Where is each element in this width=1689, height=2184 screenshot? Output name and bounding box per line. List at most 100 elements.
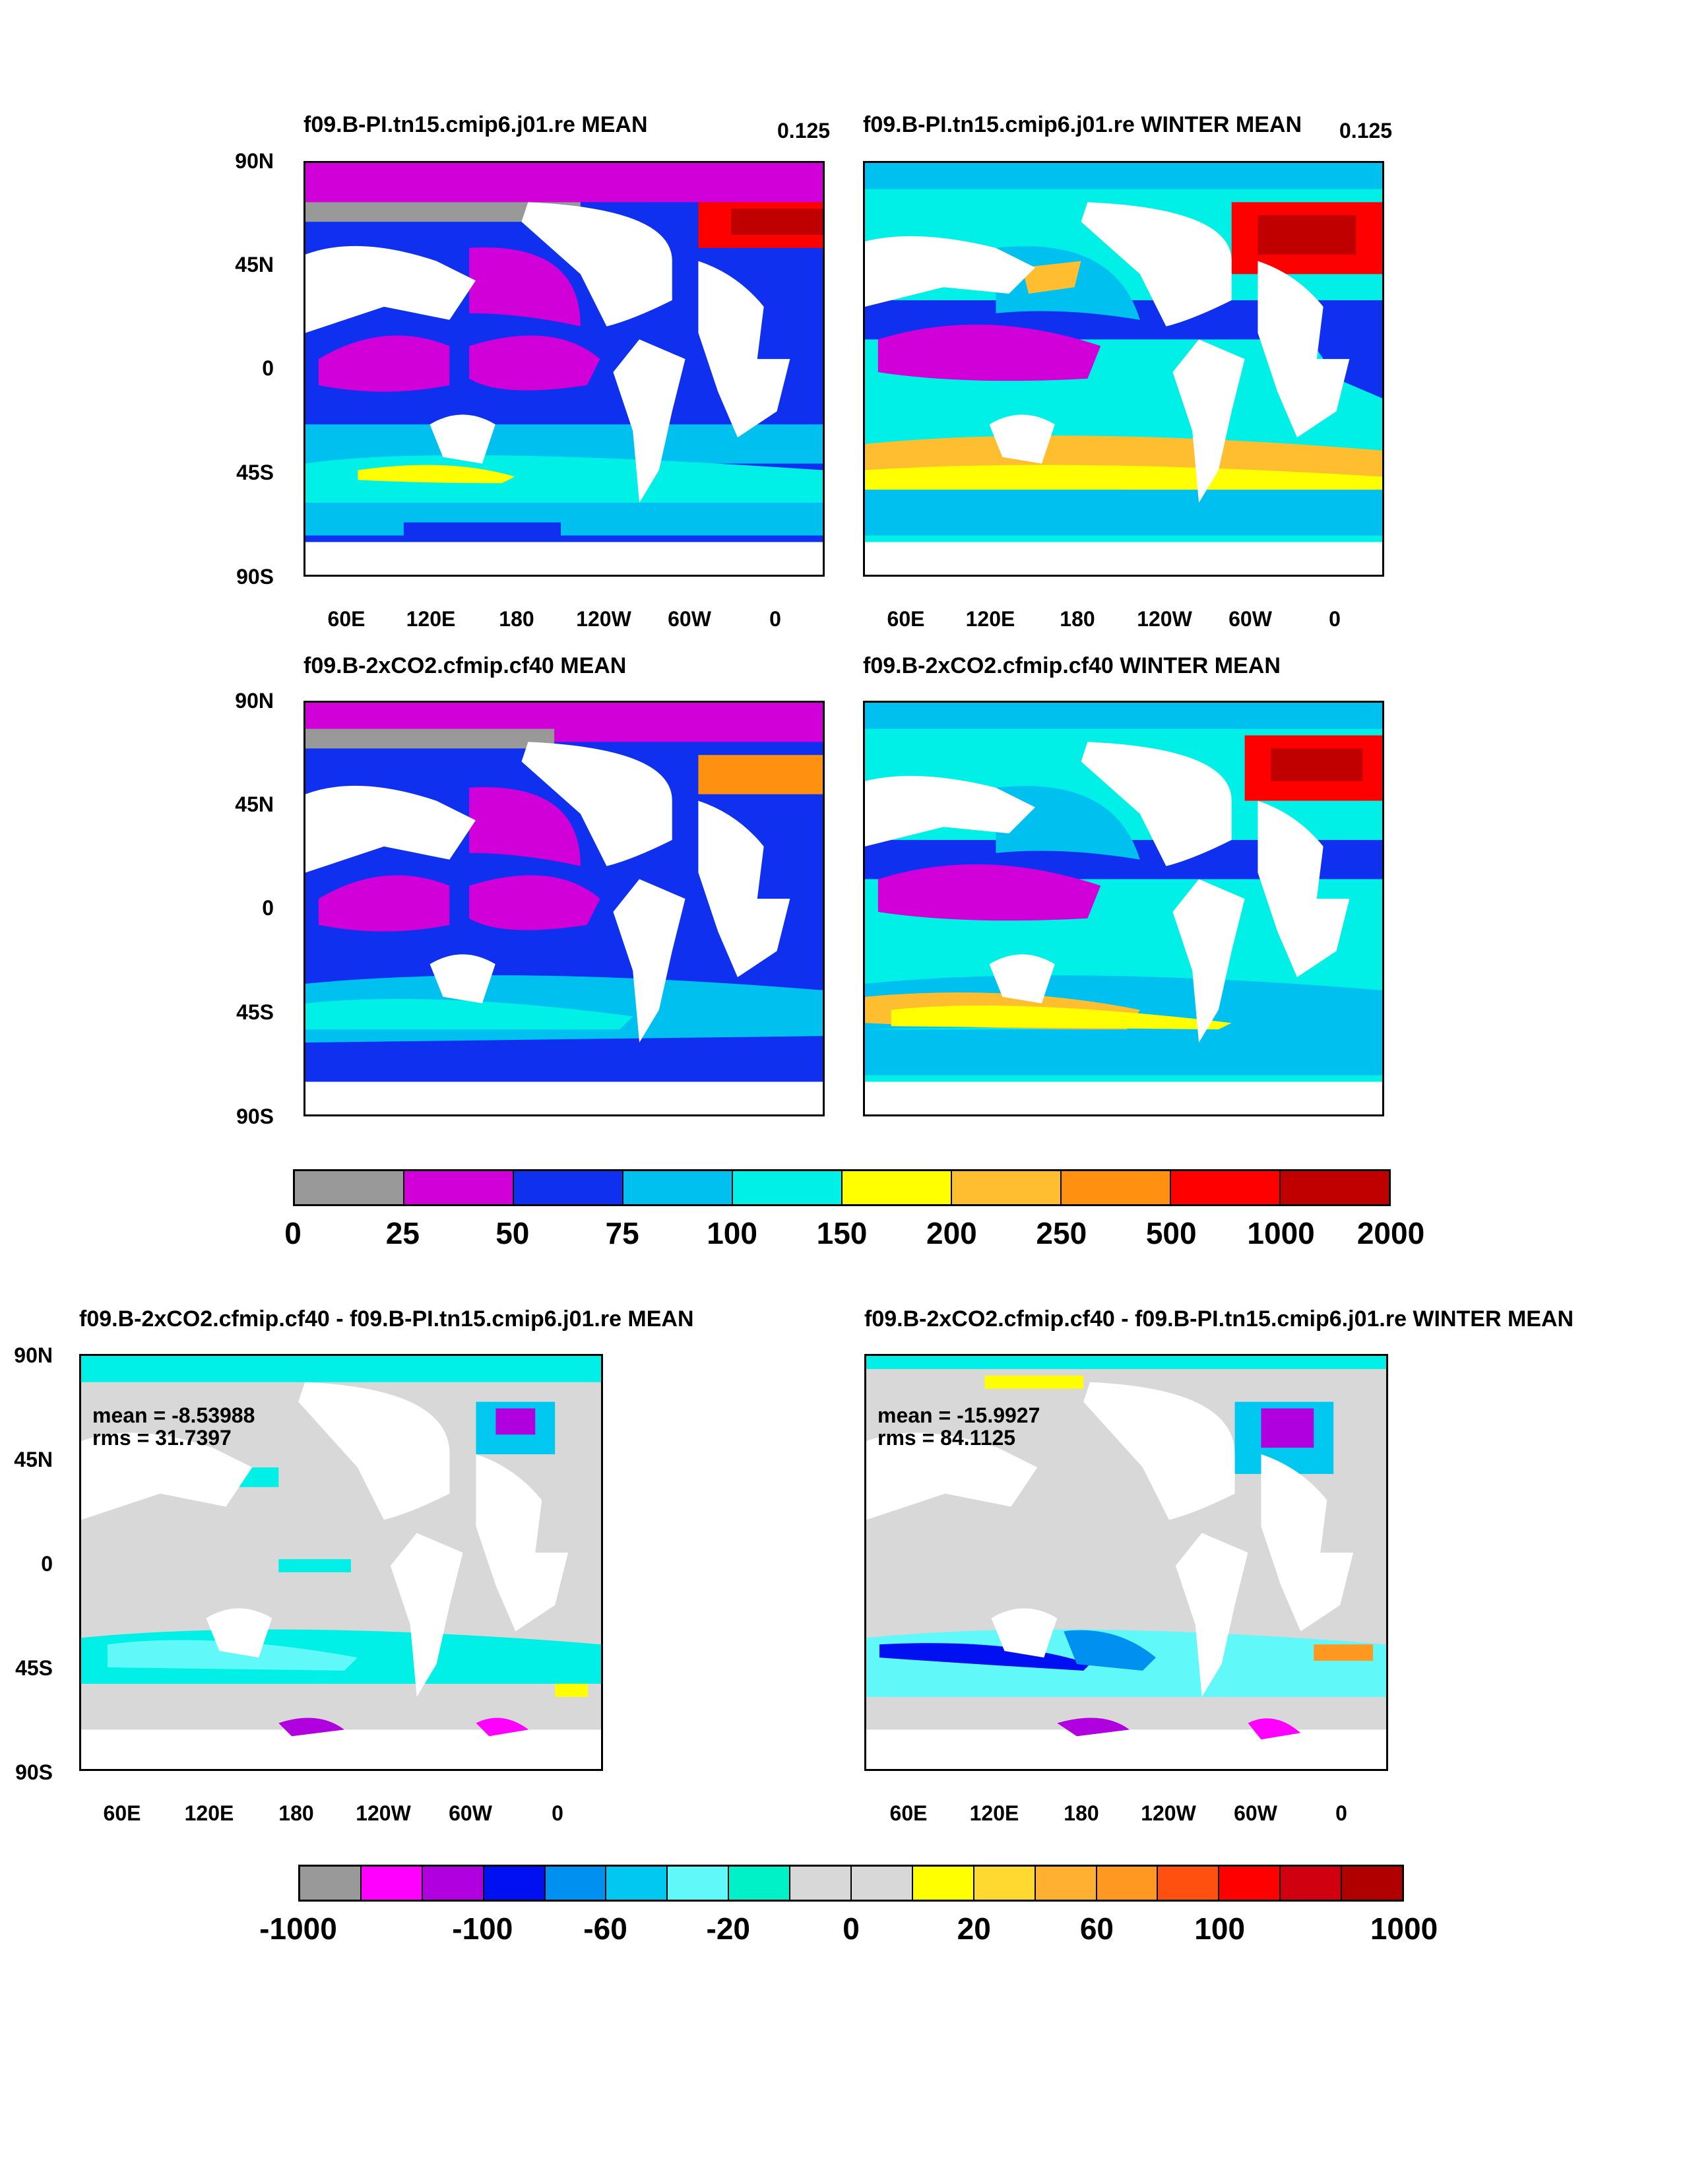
colorbar-swatch [1097,1867,1159,1900]
lat-label: 90N [235,689,274,713]
map-field [81,1356,601,1769]
lat-label: 45S [236,1000,274,1024]
lon-label: 120W [356,1801,411,1825]
colorbar-swatch [1281,1171,1389,1204]
colorbar-swatch [843,1171,952,1204]
colorbar-label: 60 [1079,1911,1114,1946]
panel-title-2xco2-winter: f09.B-2xCO2.cfmip.cf40 WINTER MEAN [863,653,1281,678]
colorbar-label: 250 [1036,1216,1087,1250]
map-field [305,163,823,575]
lon-label: 180 [499,607,534,631]
lon-label: 120W [1137,607,1192,631]
lon-label: 60W [1234,1801,1277,1825]
colorbar-label: 0 [284,1216,302,1250]
colorbar-swatch [852,1867,913,1900]
colorbar-swatch [295,1171,404,1204]
colorbar-label: -1000 [259,1911,337,1946]
colorbar-label: 20 [957,1911,991,1946]
diff-winter-stats: mean = -15.9927 rms = 84.1125 [877,1404,1040,1449]
colorbar-swatch [422,1867,484,1900]
colorbar-swatch [733,1171,843,1204]
colorbar-label: 2000 [1356,1216,1425,1250]
colorbar-label: 1000 [1370,1911,1438,1946]
colorbar-main [293,1169,1391,1206]
lon-label: 120E [965,607,1015,631]
lon-label: 0 [1335,1801,1347,1825]
lon-label: 60E [889,1801,928,1825]
lon-label: 120E [184,1801,234,1825]
colorbar-swatch [729,1867,791,1900]
rms-value: rms = 84.1125 [877,1426,1016,1450]
panel-title-diff-winter: f09.B-2xCO2.cfmip.cf40 - f09.B-PI.tn15.c… [864,1306,1574,1332]
lon-label: 60E [887,607,925,631]
colorbar-swatch [1062,1171,1171,1204]
colorbar-swatch [974,1867,1036,1900]
colorbar-label: 0 [843,1911,860,1946]
colorbar-swatch [1035,1867,1097,1900]
lon-label: 0 [552,1801,563,1825]
colorbar-swatch [606,1867,668,1900]
colorbar-swatch [404,1171,514,1204]
panel-title-pi-mean: f09.B-PI.tn15.cmip6.j01.re MEAN [303,112,648,137]
map-field [305,703,823,1114]
lat-label: 45N [14,1448,53,1471]
colorbar-label: 1000 [1247,1216,1315,1250]
map-pi-mean [303,161,825,577]
mean-value: mean = -15.9927 [877,1403,1040,1427]
panel-title-2xco2-mean: f09.B-2xCO2.cfmip.cf40 MEAN [303,653,627,678]
colorbar-swatch [514,1171,623,1204]
colorbar-swatch [912,1867,974,1900]
lat-label: 45S [15,1656,53,1680]
colorbar-swatch [1281,1867,1343,1900]
lat-label: 0 [41,1552,53,1576]
colorbar-label: 25 [385,1216,420,1250]
colorbar-label: -20 [706,1911,750,1946]
map-field [866,1356,1386,1769]
colorbar-swatch [668,1867,730,1900]
map-diff-mean [79,1354,603,1771]
lat-label: 90N [14,1343,53,1367]
lon-label: 60E [327,607,366,631]
lon-label: 60W [449,1801,492,1825]
map-2xco2-winter [863,701,1384,1116]
colorbar-label: -100 [452,1911,513,1946]
lat-label: 90N [235,149,274,173]
map-pi-winter [863,161,1384,577]
colorbar-swatch [1342,1867,1403,1900]
colorbar-label: 500 [1145,1216,1197,1250]
colorbar-swatch [300,1867,362,1900]
colorbar-swatch [545,1867,607,1900]
map-diff-winter [864,1354,1388,1771]
panel-corner-value: 0.125 [1339,119,1393,143]
mean-value: mean = -8.53988 [92,1403,255,1427]
colorbar-label: 75 [605,1216,639,1250]
map-field [865,163,1382,575]
colorbar-label: 150 [816,1216,868,1250]
lon-label: 60E [103,1801,141,1825]
lon-label: 60W [668,607,711,631]
colorbar-label: 100 [1194,1911,1246,1946]
colorbar-label: 50 [495,1216,530,1250]
colorbar-swatch [361,1867,423,1900]
lat-label: 90S [236,1105,274,1128]
colorbar-label: -60 [583,1911,627,1946]
colorbar-swatch [484,1867,546,1900]
rms-value: rms = 31.7397 [92,1426,232,1450]
colorbar-diff [298,1865,1404,1902]
colorbar-swatch [1219,1867,1281,1900]
colorbar-swatch [790,1867,852,1900]
colorbar-swatch [623,1171,733,1204]
lat-label: 0 [262,896,274,920]
lon-label: 120E [969,1801,1019,1825]
lat-label: 45S [236,461,274,484]
colorbar-swatch [952,1171,1062,1204]
map-field [865,703,1382,1114]
panel-title-pi-winter: f09.B-PI.tn15.cmip6.j01.re WINTER MEAN [863,112,1302,137]
lat-label: 45N [235,792,274,816]
lon-label: 0 [1329,607,1341,631]
map-2xco2-mean [303,701,825,1116]
lon-label: 120W [576,607,631,631]
lat-label: 90S [236,565,274,589]
lat-label: 0 [262,356,274,380]
lat-label: 90S [15,1760,53,1784]
